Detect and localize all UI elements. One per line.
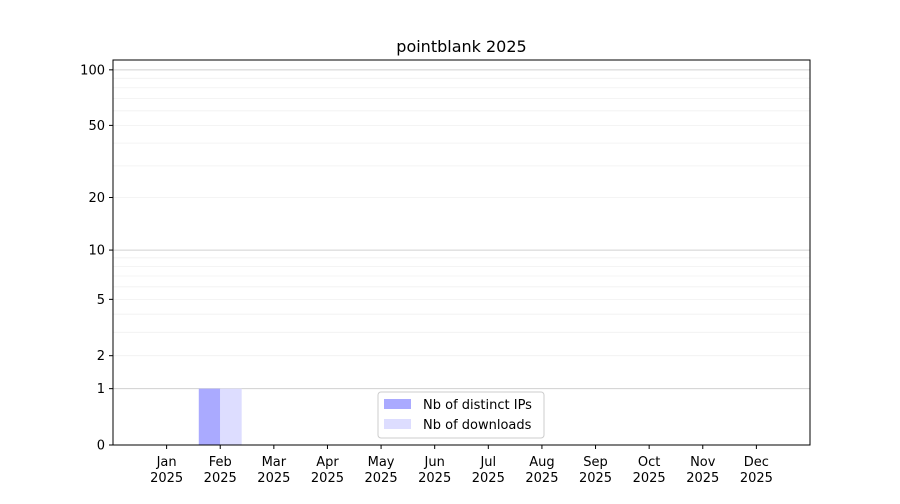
x-tick-label: 2025 [633,471,666,486]
y-tick-label: 100 [80,63,105,78]
x-tick-label: Nov [690,455,716,470]
x-tick-label: 2025 [311,471,344,486]
x-tick-label: 2025 [686,471,719,486]
y-tick-label: 5 [97,293,105,308]
x-tick-label: Dec [744,455,769,470]
x-tick-label: 2025 [525,471,558,486]
x-tick-label: Feb [209,455,232,470]
bar-distinct-ips [198,388,221,445]
y-tick-label: 50 [88,119,105,134]
legend-box [377,391,545,439]
x-tick-label: 2025 [418,471,451,486]
x-tick-label: May [368,455,395,470]
x-tick-label: 2025 [150,471,183,486]
y-tick-label: 2 [97,349,105,364]
plot-frame [112,59,811,446]
x-tick-label: 2025 [257,471,290,486]
legend-label: Nb of distinct IPs [423,398,532,413]
x-tick-label: 2025 [740,471,773,486]
x-tick-label: Mar [262,455,287,470]
legend-swatch [384,399,411,409]
x-tick-label: 2025 [365,471,398,486]
x-tick-label: Jul [479,455,496,470]
chart-title: pointblank 2025 [396,37,526,56]
x-tick-label: 2025 [579,471,612,486]
legend-label: Nb of downloads [423,418,532,433]
x-tick-label: Apr [316,455,339,470]
x-tick-label: Aug [529,455,554,470]
y-tick-label: 10 [88,244,105,259]
legend-swatch [384,419,411,429]
legend: Nb of distinct IPs Nb of downloads [377,391,545,439]
y-tick-label: 20 [88,191,105,206]
x-tick-label: 2025 [472,471,505,486]
x-tick-label: Oct [638,455,660,470]
x-tick-label: Jun [424,455,445,470]
y-tick-label: 1 [97,382,105,397]
x-tick-label: Jan [156,455,177,470]
y-tick-label: 0 [97,439,105,454]
x-tick-label: Sep [583,455,608,470]
bar-downloads [220,388,242,445]
x-tick-label: 2025 [204,471,237,486]
